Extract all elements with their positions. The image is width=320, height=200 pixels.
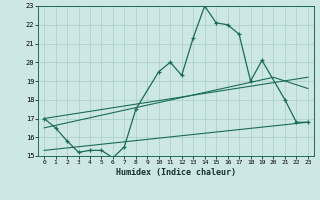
X-axis label: Humidex (Indice chaleur): Humidex (Indice chaleur) xyxy=(116,168,236,177)
